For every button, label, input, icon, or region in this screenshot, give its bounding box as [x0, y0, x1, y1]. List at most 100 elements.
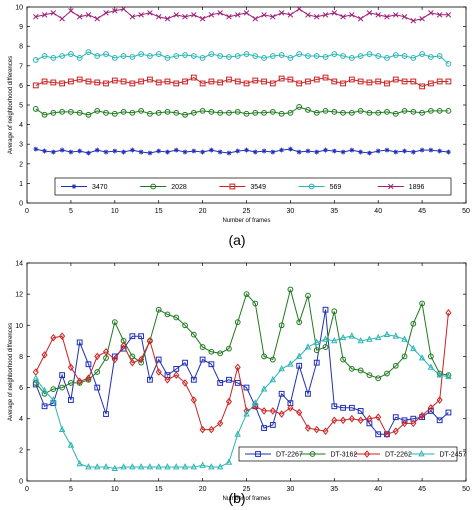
y-tick-label: 8 [19, 354, 23, 361]
x-tick-label: 45 [418, 486, 426, 493]
data-point [375, 148, 381, 154]
data-point [357, 78, 364, 85]
data-point [164, 16, 171, 22]
data-point [357, 408, 364, 414]
data-point [357, 416, 364, 425]
data-point [278, 10, 285, 16]
data-point [419, 109, 426, 116]
data-point [374, 333, 382, 341]
data-point [103, 149, 109, 155]
data-point [164, 78, 171, 85]
data-point [129, 463, 136, 470]
data-point [357, 53, 364, 59]
data-point [331, 403, 338, 410]
data-point [226, 54, 232, 60]
data-point [322, 344, 329, 350]
data-point [340, 356, 346, 363]
data-point [190, 74, 197, 81]
data-point [287, 404, 294, 412]
data-point [32, 82, 39, 89]
data-point [199, 356, 206, 363]
data-point [111, 319, 118, 326]
data-point [173, 314, 180, 321]
legend-swatch-marker [229, 183, 236, 190]
data-point [366, 10, 373, 16]
data-point [375, 413, 382, 421]
data-point [287, 12, 294, 18]
data-point [296, 408, 303, 417]
legend-item: DT-2262 [354, 450, 412, 459]
x-tick-label: 30 [287, 486, 295, 493]
data-point [181, 379, 189, 387]
data-point [94, 147, 100, 153]
data-point [234, 380, 241, 386]
data-point [41, 12, 48, 18]
data-point [348, 332, 356, 339]
data-point [138, 12, 144, 18]
x-tick-label: 15 [155, 486, 163, 493]
data-point [217, 419, 224, 428]
data-point [427, 353, 434, 360]
data-point [190, 463, 198, 470]
data-point [147, 376, 153, 383]
data-point [287, 109, 294, 116]
data-point [313, 347, 320, 354]
data-point [41, 386, 48, 394]
data-point [243, 410, 250, 417]
x-tick-label: 50 [462, 486, 470, 493]
data-point [384, 55, 390, 61]
data-point [164, 463, 171, 470]
data-point [200, 149, 205, 155]
data-point [111, 355, 118, 364]
data-point [366, 335, 373, 342]
data-point [165, 149, 170, 155]
data-point [182, 359, 188, 366]
y-tick-label: 6 [19, 83, 23, 90]
y-tick-label: 5 [19, 103, 23, 110]
series-line [35, 51, 449, 65]
data-point [261, 353, 267, 360]
y-tick-label: 1 [19, 181, 23, 188]
data-point [147, 76, 153, 83]
data-point [76, 339, 83, 346]
legend-swatch-marker [71, 184, 77, 189]
data-point [331, 308, 338, 315]
data-point [234, 430, 241, 437]
data-point [181, 463, 189, 470]
data-point [173, 53, 180, 59]
data-point [190, 109, 197, 116]
data-point [436, 12, 443, 18]
data-point [348, 109, 355, 116]
data-point [155, 79, 162, 86]
y-tick-label: 9 [19, 24, 23, 31]
data-point [76, 377, 83, 386]
data-point [217, 10, 223, 16]
data-point [94, 384, 101, 391]
data-point [357, 16, 364, 22]
data-point [120, 6, 127, 12]
data-point [50, 109, 57, 116]
data-point [305, 148, 311, 154]
data-point [410, 419, 417, 428]
series-line [35, 77, 449, 87]
data-point [427, 107, 434, 114]
data-point [243, 80, 250, 87]
data-point [42, 148, 47, 154]
series-3470 [33, 146, 451, 156]
data-point [340, 53, 346, 59]
data-point [252, 399, 259, 406]
data-point [50, 149, 56, 155]
data-point [76, 459, 83, 467]
data-point [102, 347, 110, 356]
data-point [199, 461, 206, 468]
data-point [137, 463, 145, 470]
data-point [445, 309, 452, 317]
data-point [375, 78, 382, 85]
data-point [120, 108, 127, 115]
data-point [102, 463, 110, 470]
y-tick-label: 8 [19, 44, 23, 51]
data-point [226, 76, 232, 83]
legend-item: 3549 [219, 183, 266, 191]
legend-swatch-marker [418, 450, 425, 457]
data-point [331, 10, 338, 16]
